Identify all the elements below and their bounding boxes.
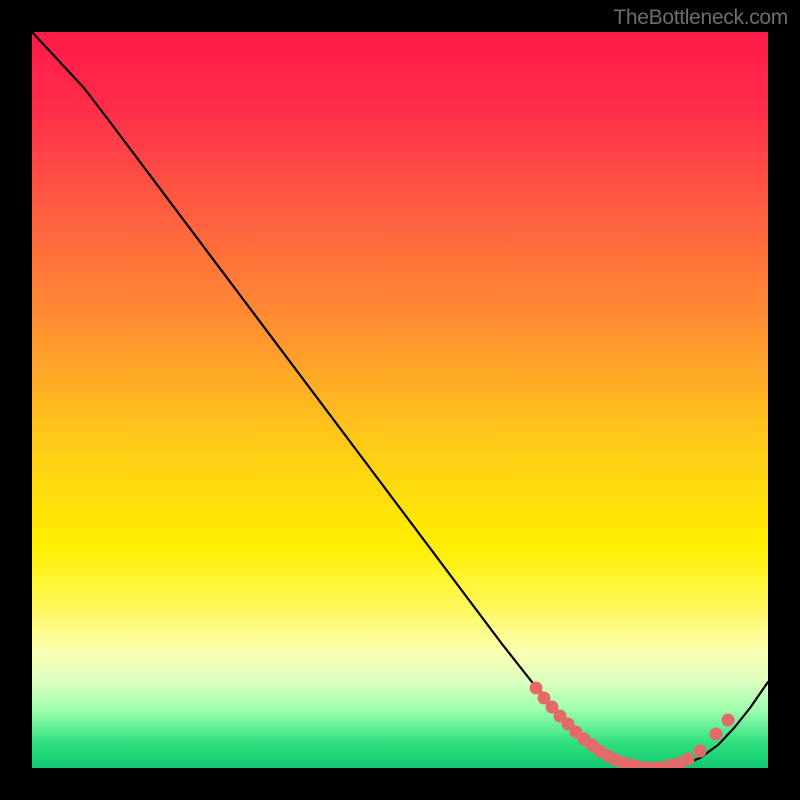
data-marker xyxy=(694,745,707,758)
chart-svg xyxy=(32,32,768,768)
data-marker xyxy=(722,714,735,727)
data-marker xyxy=(710,728,723,741)
watermark-text: TheBottleneck.com xyxy=(613,6,788,30)
chart-background xyxy=(32,32,768,768)
data-marker xyxy=(682,753,695,766)
plot-area xyxy=(32,32,768,768)
chart-frame: TheBottleneck.com xyxy=(0,0,800,800)
